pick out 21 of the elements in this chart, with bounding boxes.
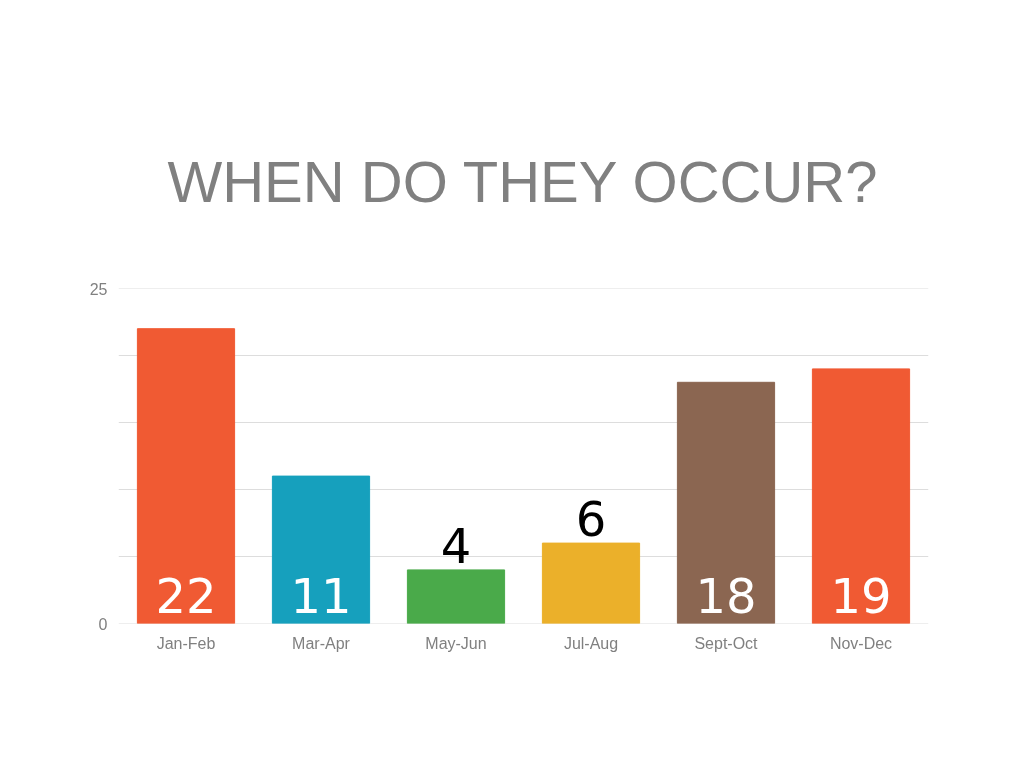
data-label: 19 <box>830 568 892 625</box>
x-tick-label: Sept-Oct <box>694 634 759 652</box>
y-tick-label: 25 <box>89 280 108 298</box>
y-tick-label: 0 <box>98 615 108 633</box>
x-tick-label: May-Jun <box>425 634 487 652</box>
bar <box>541 542 641 624</box>
bar <box>406 569 506 624</box>
data-label: 4 <box>440 518 472 575</box>
data-label: 11 <box>290 568 352 625</box>
data-label: 22 <box>155 568 217 625</box>
data-label: 18 <box>695 568 757 625</box>
x-tick-label: Jul-Aug <box>563 634 619 652</box>
bar <box>271 475 371 624</box>
bar <box>676 381 776 624</box>
x-tick-label: Jan-Feb <box>156 634 216 652</box>
chart-title: WHEN DO THEY OCCUR? <box>167 148 878 214</box>
x-tick-label: Mar-Apr <box>292 634 351 652</box>
x-tick-label: Nov-Dec <box>829 634 893 652</box>
bar <box>811 368 911 624</box>
data-label: 6 <box>575 491 607 548</box>
bar <box>136 328 236 624</box>
